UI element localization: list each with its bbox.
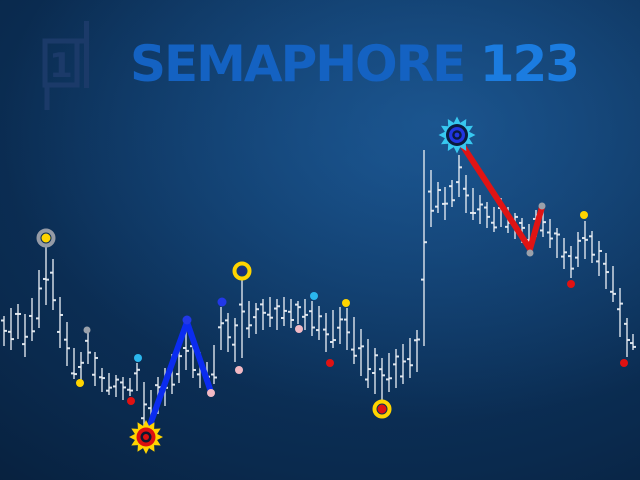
semaphore-ring-gray — [36, 228, 56, 248]
semaphore-ring-center-yellow — [41, 233, 51, 243]
semaphore-sun-high-core — [454, 132, 460, 138]
semaphore-dot-blue — [217, 297, 227, 307]
semaphore-dot-yellow — [342, 299, 350, 307]
semaphore-dot-red — [127, 397, 135, 405]
semaphore-ring-center-navy — [237, 266, 247, 276]
semaphore-dot-pink — [295, 325, 303, 333]
semaphore-dot-red — [326, 359, 334, 367]
semaphore-sun-low-core — [143, 434, 149, 440]
semaphore-dot-red — [620, 359, 628, 367]
zigzag-line-red — [454, 134, 545, 252]
semaphore-dot-red — [567, 280, 575, 288]
semaphore-ring-yellow — [232, 261, 252, 281]
semaphore-dot-pink — [207, 389, 215, 397]
semaphore-dot-cyan — [134, 354, 142, 362]
semaphore-dot-gray — [538, 202, 546, 210]
semaphore-dot-gray — [83, 326, 91, 334]
semaphore-dot-cyan — [310, 292, 318, 300]
semaphore-dot-blue — [182, 315, 192, 325]
semaphore-ring-center-red — [377, 404, 387, 414]
semaphore-dot-gray — [526, 249, 534, 257]
semaphore-ring-yellow — [372, 399, 392, 419]
semaphore-dot-yellow — [580, 211, 588, 219]
semaphore-dot-yellow — [76, 379, 84, 387]
semaphore-dot-pink — [235, 366, 243, 374]
